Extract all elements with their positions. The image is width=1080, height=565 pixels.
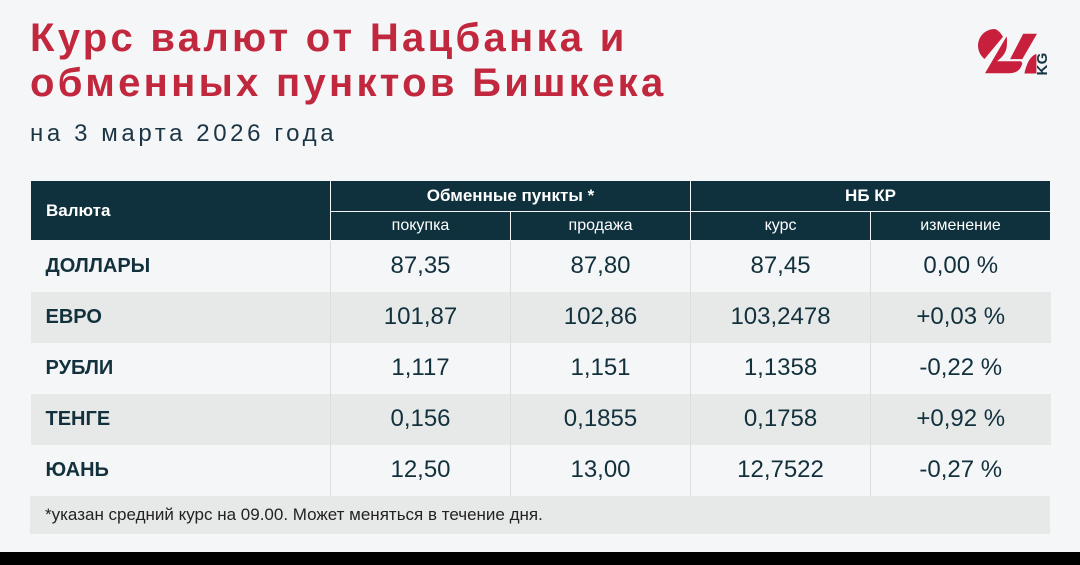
svg-text:KG: KG	[1034, 52, 1051, 75]
